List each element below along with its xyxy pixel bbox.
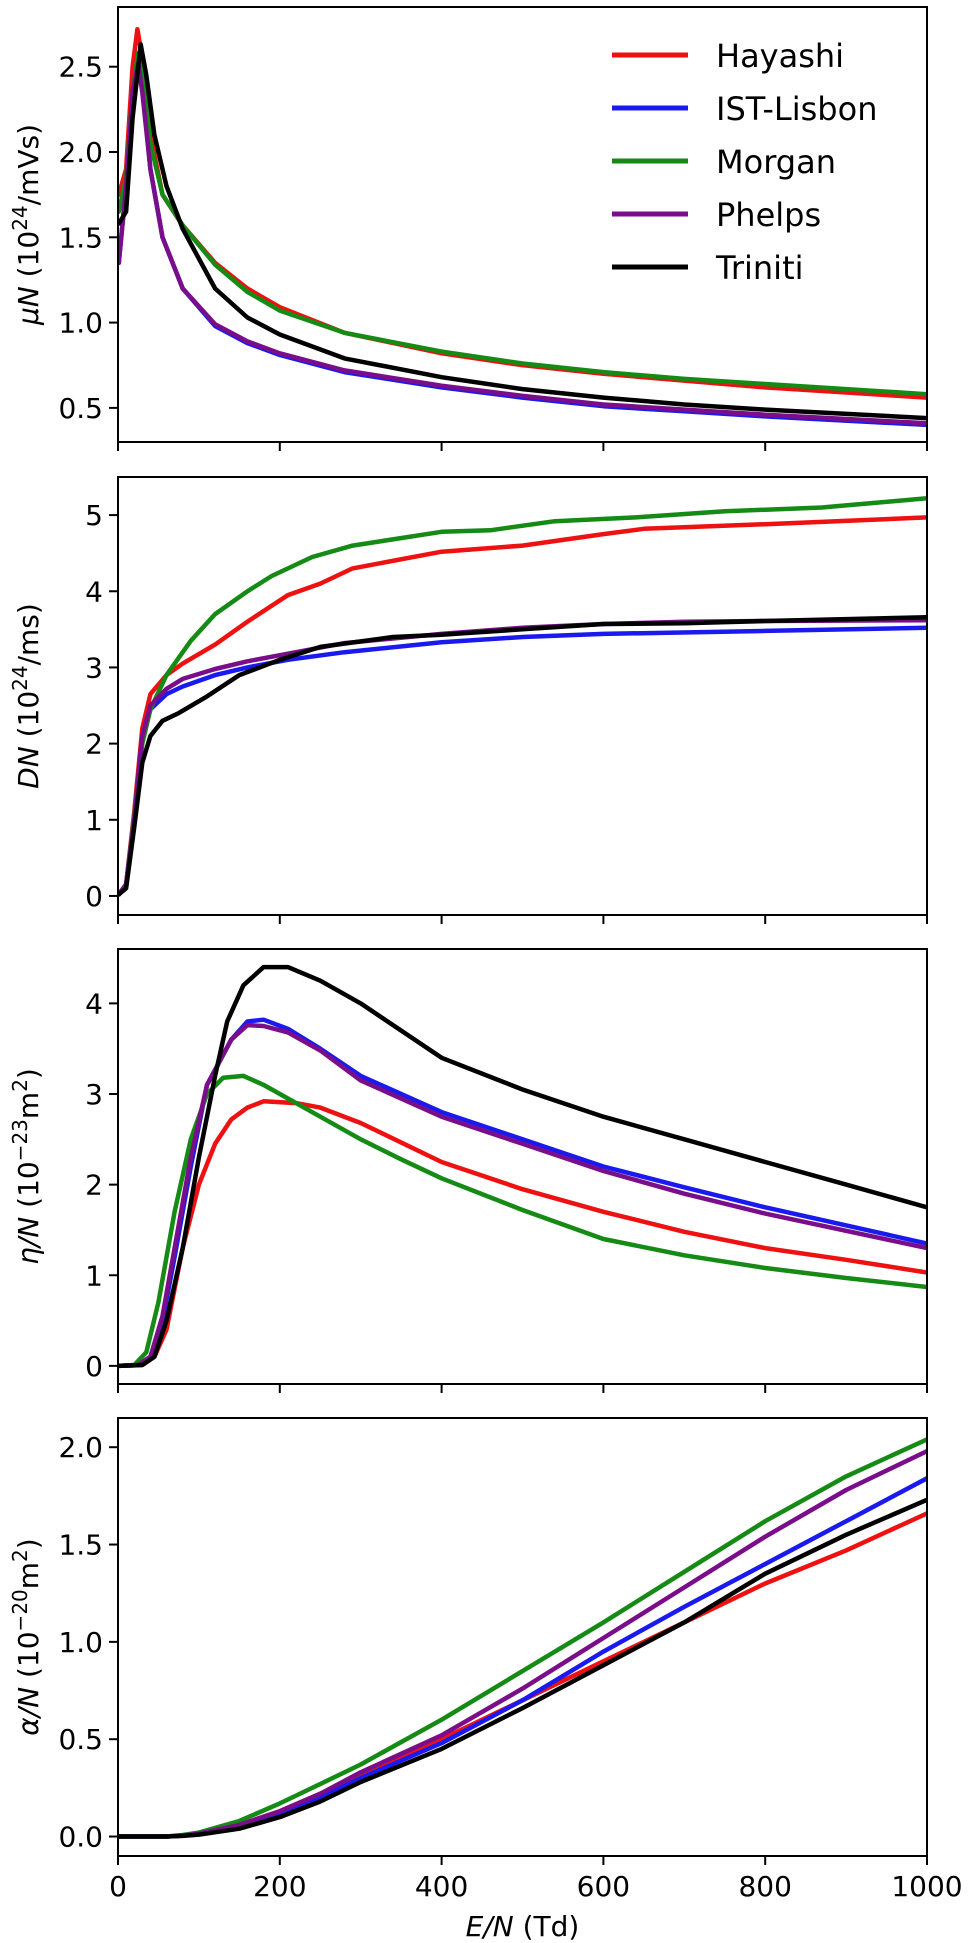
y-axis-exponent: −23 <box>8 1119 32 1161</box>
series-group <box>118 1437 927 1839</box>
y-axis-title: η/N (10−23m2) <box>8 1068 45 1265</box>
y-axis-unit-post: m <box>12 1562 45 1589</box>
y-axis-title: DN (1024/ms) <box>8 603 45 789</box>
legend-label-triniti: Triniti <box>715 249 804 287</box>
series-group <box>118 26 927 428</box>
axes-frame <box>117 948 928 1385</box>
y-tick-label: 0.0 <box>58 1821 103 1854</box>
y-axis-title: α/N (10−20m2) <box>8 1538 45 1735</box>
y-axis-symbol: μN <box>12 286 45 326</box>
axes-frame <box>117 476 928 916</box>
y-axis-exponent: 24 <box>8 665 32 690</box>
y-tick-label: 3 <box>85 651 103 684</box>
y-axis-exponent-2: 2 <box>8 1549 32 1562</box>
y-tick-label: 0 <box>85 880 103 913</box>
y-tick-label: 5 <box>85 499 103 532</box>
y-tick-label: 4 <box>85 987 103 1020</box>
panel-mu: 0.5 1.0 1.5 2.0 2.5 μN (1024/mVs) Hayashi IST-L… <box>8 6 928 451</box>
y-axis-unit-end: ) <box>12 1068 45 1079</box>
x-tick-label: 200 <box>253 1870 306 1903</box>
series-line-triniti <box>118 1497 927 1839</box>
series-line-morgan <box>118 496 927 897</box>
series-line-phelps <box>118 1022 927 1369</box>
y-tick-label: 1 <box>85 804 103 837</box>
legend: Hayashi IST-Lisbon Morgan Phelps Triniti <box>612 37 877 287</box>
axes-frame <box>117 6 928 443</box>
x-tick-label: 400 <box>415 1870 468 1903</box>
y-tick-label: 1 <box>85 1259 103 1292</box>
y-tick-label: 2.5 <box>58 51 103 84</box>
x-axis-title: E/N (Td) <box>466 1910 580 1943</box>
y-tick-label: 1.0 <box>58 1626 103 1659</box>
x-axis-unit: (Td) <box>514 1910 580 1943</box>
y-tick-label: 1.0 <box>58 307 103 340</box>
series-group <box>118 964 927 1369</box>
y-tick-label: 0 <box>85 1350 103 1383</box>
y-tick-label: 1.5 <box>58 1529 103 1562</box>
series-line-triniti <box>118 964 927 1369</box>
series-line-ist-lisbon <box>118 1017 927 1369</box>
series-group <box>118 496 927 897</box>
x-axis-symbol: E/N <box>466 1910 514 1943</box>
x-tick-label: 600 <box>577 1870 630 1903</box>
y-axis-unit-pre: (10 <box>12 231 45 286</box>
series-line-ist-lisbon <box>118 625 927 897</box>
y-axis-unit-post: /ms) <box>12 603 45 665</box>
y-axis-unit-post: /mVs) <box>12 124 45 205</box>
series-line-triniti <box>118 42 927 421</box>
y-tick-label: 2 <box>85 1169 103 1202</box>
axes-frame <box>117 1417 928 1857</box>
legend-label-phelps: Phelps <box>716 196 821 234</box>
y-tick-label: 1.5 <box>58 221 103 254</box>
y-axis-unit-pre: (10 <box>12 1161 45 1216</box>
series-line-triniti <box>118 614 927 897</box>
y-axis-unit-end: ) <box>12 1538 45 1549</box>
series-line-hayashi <box>118 515 927 897</box>
y-tick-label: 2.0 <box>58 1431 103 1464</box>
y-tick-label: 2 <box>85 728 103 761</box>
panel-D: 0 1 2 3 4 5 DN (1024/ms) <box>8 476 928 924</box>
y-axis-title: μN (1024/mVs) <box>8 124 45 326</box>
series-line-morgan <box>118 1073 927 1369</box>
series-line-morgan <box>118 1437 927 1839</box>
legend-label-hayashi: Hayashi <box>716 37 844 75</box>
y-axis-exponent: 24 <box>8 205 32 230</box>
series-line-hayashi <box>118 1511 927 1839</box>
x-tick-label: 800 <box>738 1870 791 1903</box>
legend-label-ist-lisbon: IST-Lisbon <box>716 90 877 128</box>
y-axis-exponent-2: 2 <box>8 1079 32 1092</box>
y-axis-exponent: −20 <box>8 1589 32 1631</box>
y-tick-label: 4 <box>85 575 103 608</box>
y-axis-symbol: α/N <box>12 1687 45 1736</box>
y-tick-label: 3 <box>85 1078 103 1111</box>
y-axis-unit-post: m <box>12 1092 45 1119</box>
series-line-phelps <box>118 1448 927 1839</box>
y-axis-unit-pre: (10 <box>12 691 45 746</box>
y-tick-label: 2.0 <box>58 136 103 169</box>
x-tick-label: 1000 <box>891 1870 962 1903</box>
y-axis-unit-pre: (10 <box>12 1631 45 1686</box>
series-line-ist-lisbon <box>118 1476 927 1839</box>
series-line-phelps <box>118 617 927 897</box>
legend-label-morgan: Morgan <box>716 143 836 181</box>
y-axis-symbol: DN <box>12 746 45 789</box>
y-tick-label: 0.5 <box>58 1723 103 1756</box>
y-tick-label: 0.5 <box>58 392 103 425</box>
panel-alpha: 0.0 0.5 1.0 1.5 2.0 0 200 400 600 800 1000 α/N (10−… <box>8 1417 963 1903</box>
x-tick-label: 0 <box>109 1870 127 1903</box>
y-axis-symbol: η/N <box>12 1217 45 1265</box>
